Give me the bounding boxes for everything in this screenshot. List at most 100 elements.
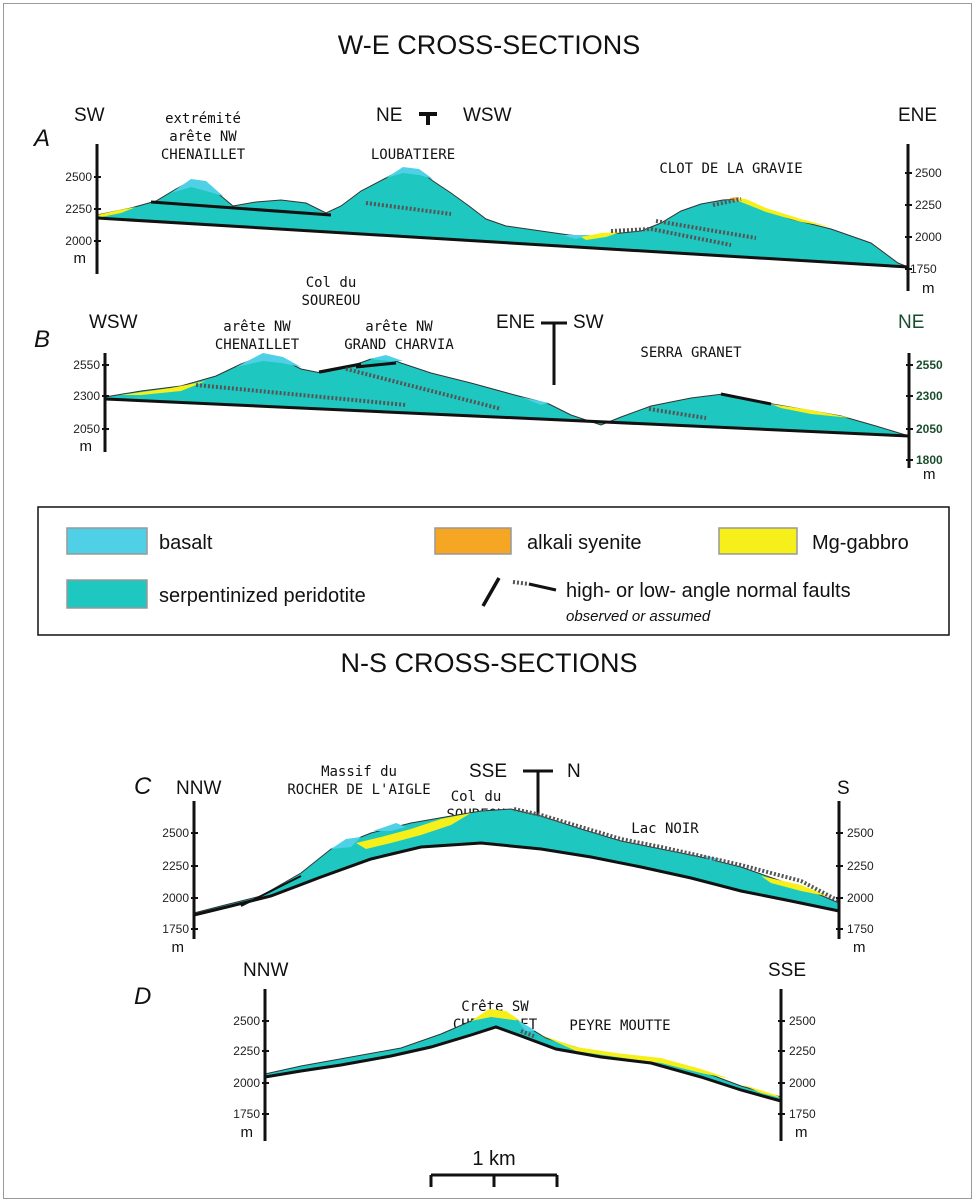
section-c-tick-right-2: 2000 [847,891,874,905]
section-b-tick-right-0: 2550 [916,358,943,372]
section-d-tick-left-3: 1750 [233,1107,260,1121]
section-c-tick-left-2: 2000 [162,891,189,905]
section-c-tick-right-1: 2250 [847,859,874,873]
section-b-unit-right: m [923,466,936,483]
section-a-tick-left-0: 2500 [65,170,92,184]
section-d-tick-right-2: 2000 [789,1076,816,1090]
section-a-place1-line3: CHENAILLET [161,147,246,163]
section-b-fault-3 [345,367,502,411]
section-c-tick-right-3: 1750 [847,922,874,936]
legend-label-mg-gabbro: Mg-gabbro [812,532,909,554]
section-d-dir-right: SSE [768,960,806,981]
section-d-basal-fault [264,1025,782,1103]
section-d-tick-right-0: 2500 [789,1014,816,1028]
section-c-unit-left: m [172,939,185,956]
legend: basalt alkali syenite Mg-gabbro serpenti… [37,506,950,636]
section-a-tick-right-2: 2000 [915,230,942,244]
section-c-basalt-2 [373,823,406,831]
section-b-tick-left-1: 2300 [73,389,100,403]
section-b-dir-mid-right: SW [573,312,604,333]
legend-label-serpentinized-peridotite: serpentinized peridotite [159,585,366,607]
legend-label-alkali-syenite: alkali syenite [527,532,642,554]
section-c-place1-line2: ROCHER DE L'AIGLE [287,782,430,798]
section-b-dir-left: WSW [89,312,138,333]
section-d-tick-left-0: 2500 [233,1014,260,1028]
section-b-basalt-1 [236,353,301,367]
title-ns: N-S CROSS-SECTIONS [340,648,637,678]
section-a-basalt-2 [386,167,433,179]
section-c-dir-mid-left: SSE [469,761,507,782]
scale-bar: 1 km [429,1148,559,1187]
section-c-fault-2 [240,875,302,907]
legend-swatch-basalt [66,527,148,555]
legend-box [37,506,950,636]
section-b-tick-right-2: 2050 [916,422,943,436]
section-b-basal-fault [104,397,910,438]
section-b-bend-marker [541,321,567,385]
section-a-basalt-3 [561,235,591,239]
section-c-dir-left: NNW [176,778,221,799]
section-b-basalt-3 [521,397,549,405]
legend-swatch-mg-gabbro [718,527,798,555]
section-c-gabbro-1 [356,813,471,849]
section-c-fault-1 [513,807,840,903]
section-a-place2: LOUBATIERE [371,147,455,163]
legend-label-faults-note: observed or assumed [566,608,711,625]
section-a-place1-line1: extrémité [165,111,241,127]
section-a: A SW NE WSW ENE extrémité arête NW CHENA… [32,105,942,297]
section-b-place3: SERRA GRANET [640,345,742,361]
section-b-dir-right: NE [898,312,924,333]
section-d-tick-right-1: 2250 [789,1044,816,1058]
section-a-tick-left-2: 2000 [65,234,92,248]
section-d-tick-left-1: 2250 [233,1044,260,1058]
section-a-peridotite [96,168,909,268]
section-c: C NNW SSE N S Massif du ROCHER DE L'AIGL… [134,761,874,956]
section-d-fault-1 [520,1029,537,1039]
section-b-peridotite [104,355,910,437]
section-b-tick-right-1: 2300 [916,389,943,403]
section-c-basalt-1 [331,837,361,849]
section-c-label: C [134,773,152,800]
section-b-fault-1 [195,383,407,407]
section-c-basal-fault [193,841,840,917]
section-a-dir-mid-right: WSW [463,105,512,126]
section-d-place2: PEYRE MOUTTE [569,1018,670,1034]
scale-bar-label: 1 km [472,1148,515,1170]
section-b-fault-4 [355,361,397,369]
section-c-tick-left-3: 1750 [162,922,189,936]
section-b-place2-line2: GRAND CHARVIA [344,337,454,353]
section-a-fault-3 [610,226,732,247]
title-we: W-E CROSS-SECTIONS [338,30,641,60]
scale-bar-line [429,1173,559,1187]
section-b-unit-left: m [80,438,93,455]
section-d-unit-right: m [795,1124,808,1141]
section-a-tick-right-1: 2250 [915,198,942,212]
legend-high-angle-fault-symbol [481,577,501,607]
section-c-dir-right: S [837,778,850,799]
legend-low-angle-fault-symbol [528,582,557,592]
section-a-tick-left-1: 2250 [65,202,92,216]
cross-sections-figure: W-E CROSS-SECTIONS N-S CROSS-SECTIONS A … [32,30,950,1187]
section-a-gabbro-1 [97,207,136,217]
section-c-ticks [191,832,843,930]
section-d-gabbro-3 [741,1084,781,1098]
section-b-place1-line2: CHENAILLET [215,337,300,353]
legend-label-basalt: basalt [159,532,213,554]
section-c-dir-mid-right: N [567,761,581,782]
section-b-place1-line1: arête NW [223,319,291,335]
legend-label-faults: high- or low- angle normal faults [566,580,851,602]
section-a-label: A [32,125,50,152]
section-d-label: D [134,983,151,1010]
section-b-place2-line1: arête NW [365,319,433,335]
section-b-fault-5 [648,407,707,420]
section-a-tick-right-0: 2500 [915,166,942,180]
section-c-place1-line1: Massif du [321,764,397,780]
section-b: B WSW ENE SW NE Col du SOUREOU arête NW … [34,275,943,483]
section-d-dir-left: NNW [243,960,288,981]
section-a-unit-left: m [74,250,87,267]
section-d-tick-right-3: 1750 [789,1107,816,1121]
section-a-gabbro-2 [581,232,621,240]
section-d-unit-left: m [241,1124,254,1141]
section-b-col-line2: SOUREOU [301,293,360,309]
section-a-basalt-1 [171,179,223,196]
